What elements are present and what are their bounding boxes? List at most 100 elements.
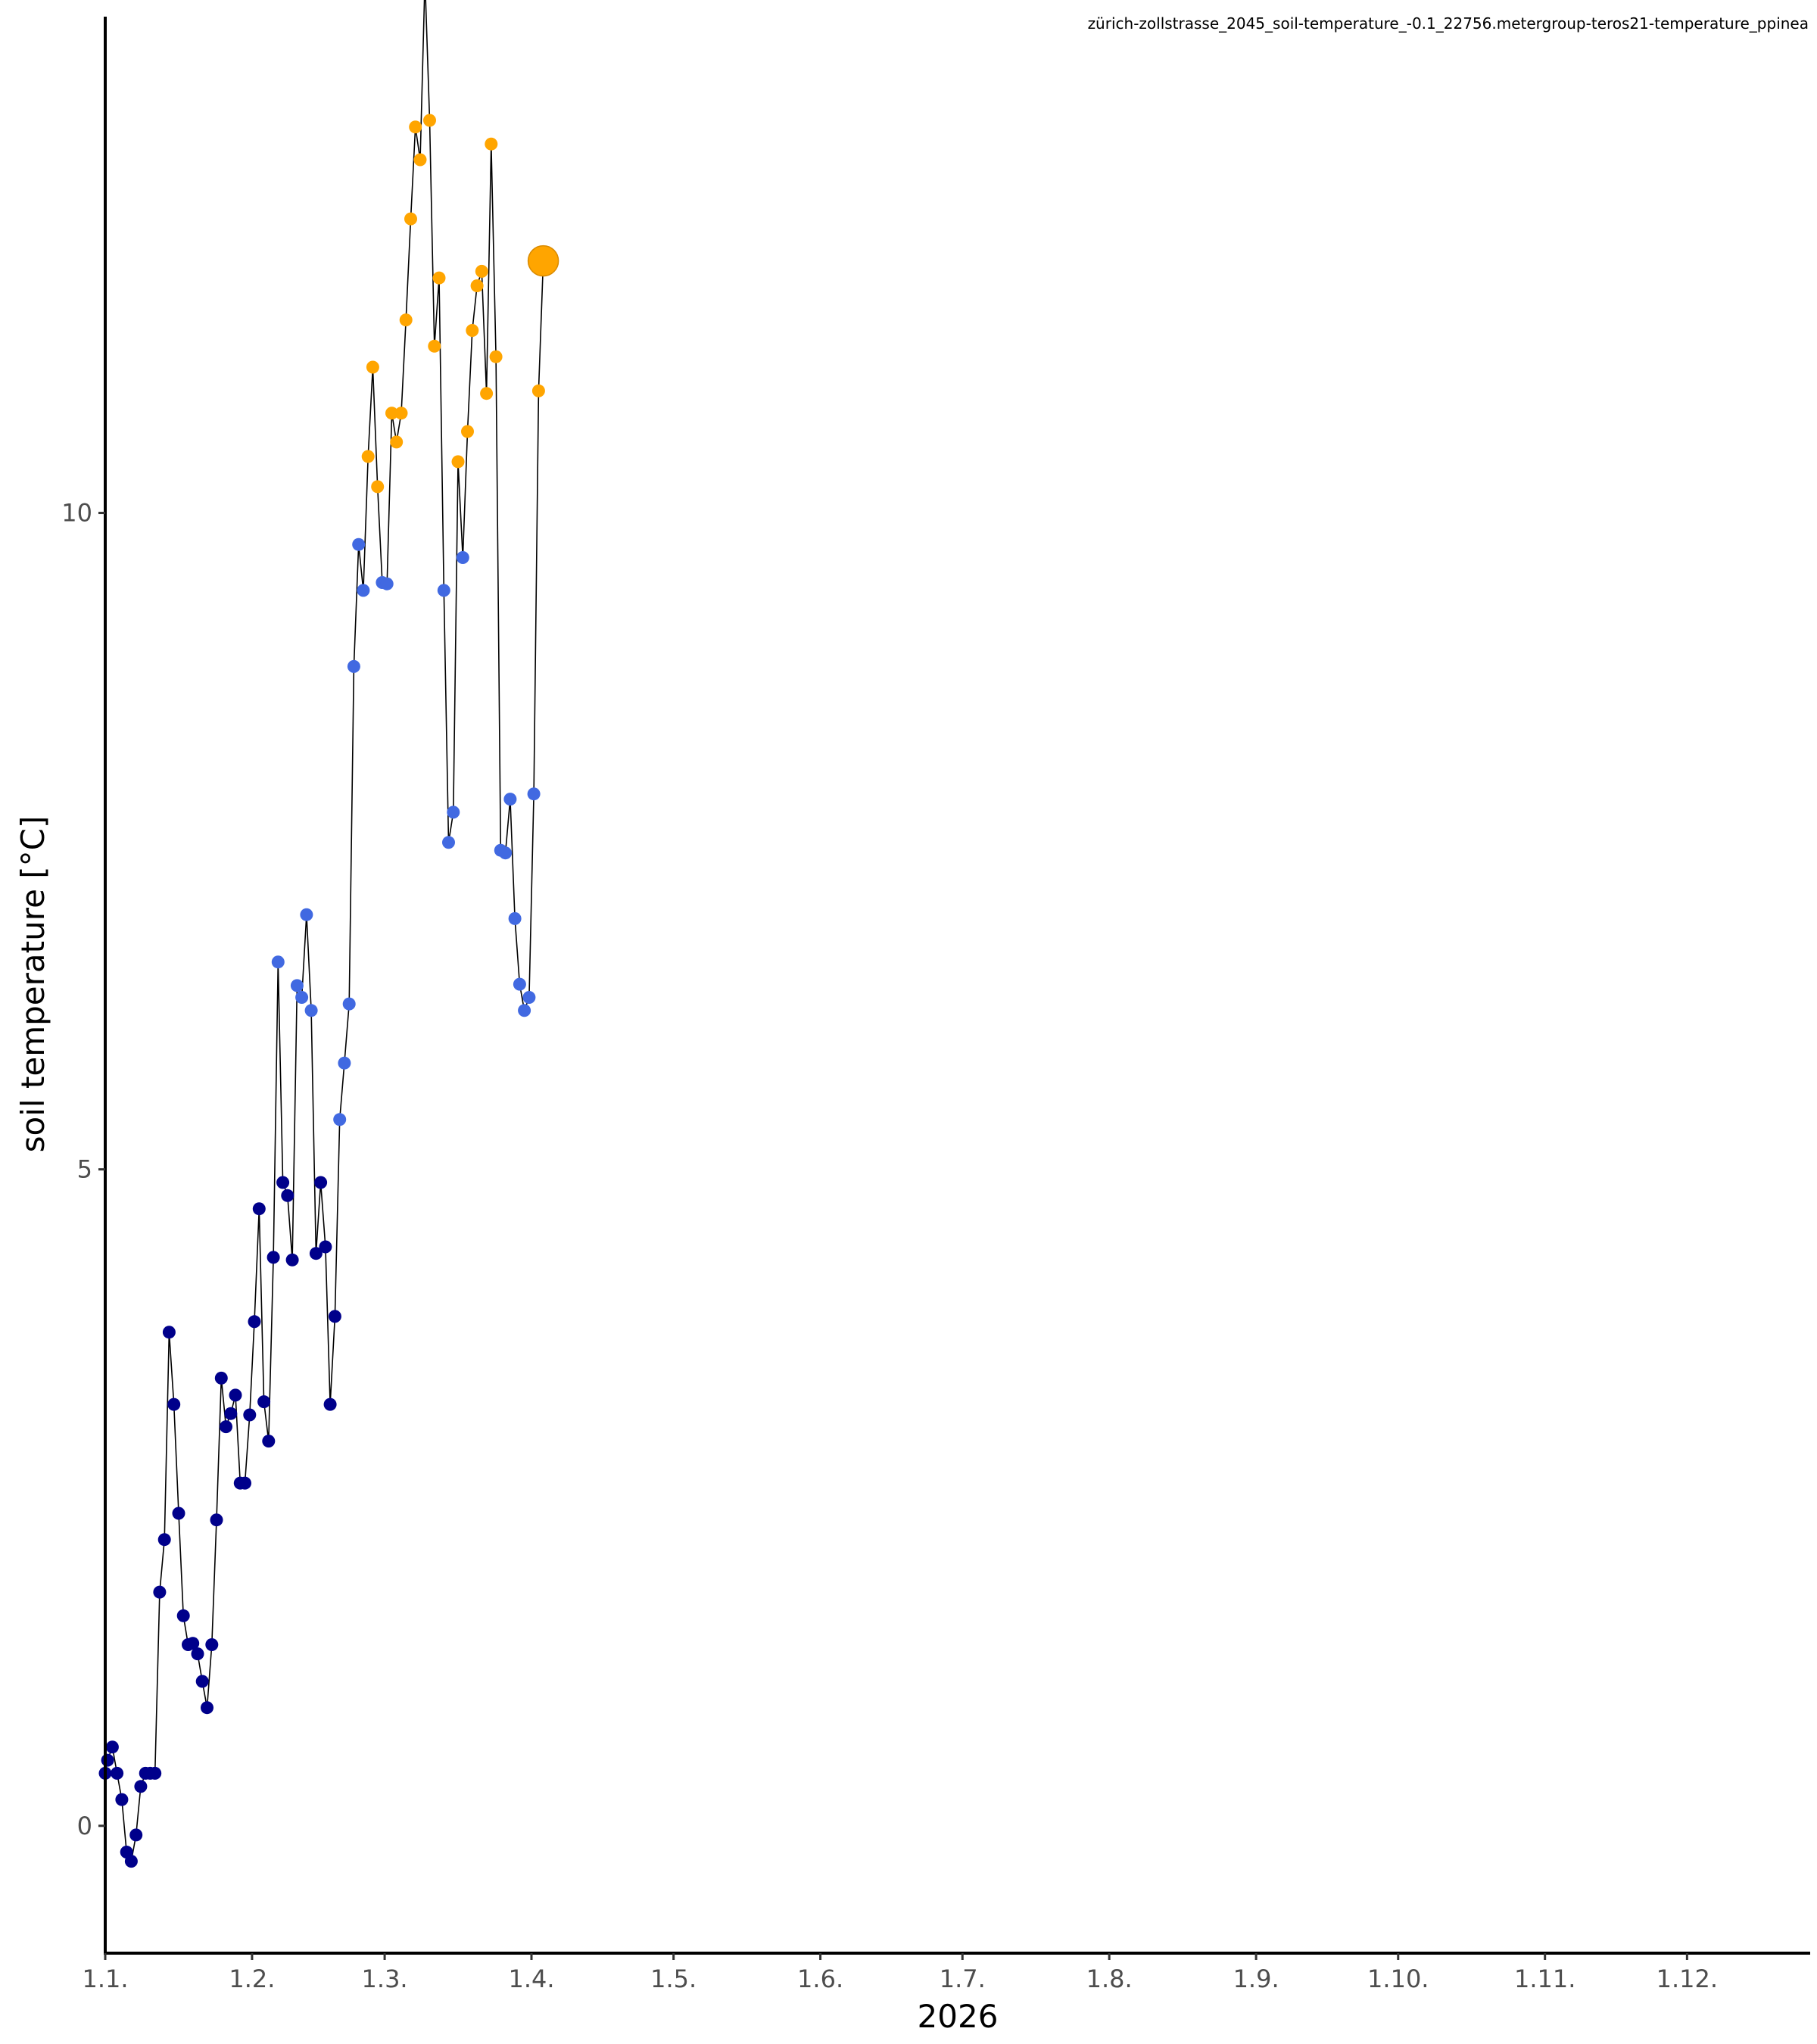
data-point: [423, 114, 436, 127]
data-point: [437, 584, 450, 597]
data-point: [214, 1371, 228, 1385]
data-point: [257, 1395, 271, 1409]
data-point: [134, 1780, 148, 1793]
data-point: [328, 1310, 341, 1323]
y-tick-label: 10: [61, 499, 92, 528]
data-point: [115, 1793, 129, 1806]
data-point: [105, 1740, 119, 1754]
data-point: [243, 1408, 257, 1422]
data-point: [101, 1753, 114, 1767]
y-axis-ticks: 0 5 10: [61, 499, 105, 1840]
x-tick-label: 1.7.: [940, 1965, 986, 1993]
data-point: [499, 846, 513, 860]
data-point: [480, 387, 494, 400]
data-point: [271, 955, 285, 969]
data-point: [380, 577, 394, 590]
data-point: [266, 1251, 280, 1264]
data-point: [461, 425, 474, 438]
data-point: [371, 480, 385, 494]
data-point: [319, 1240, 332, 1254]
data-point: [186, 1637, 200, 1650]
data-point: [390, 435, 404, 449]
data-point: [224, 1407, 238, 1420]
data-point: [361, 450, 375, 463]
data-point: [333, 1113, 347, 1126]
x-tick-label: 1.3.: [362, 1965, 408, 1993]
data-point: [342, 997, 356, 1011]
data-point: [518, 1004, 531, 1017]
y-axis-title: soil temperature [°C]: [14, 816, 51, 1153]
data-point: [385, 407, 398, 420]
x-tick-label: 1.8.: [1086, 1965, 1133, 1993]
data-point: [531, 384, 545, 397]
x-axis-title: 2026: [918, 1998, 999, 2035]
plot-area: [98, 0, 559, 1868]
latest-data-point: [527, 245, 559, 277]
data-point: [220, 1420, 232, 1434]
data-point: [432, 271, 446, 285]
data-point: [513, 977, 526, 991]
data-point: [205, 1638, 219, 1651]
data-point: [111, 1766, 124, 1780]
data-point: [428, 339, 441, 353]
data-point: [527, 787, 541, 801]
data-point: [195, 1675, 209, 1688]
data-point: [285, 1253, 299, 1267]
data-point: [442, 836, 455, 849]
data-point: [252, 1202, 266, 1216]
data-point: [309, 1247, 323, 1260]
x-tick-label: 1.12.: [1656, 1965, 1718, 1993]
data-point: [191, 1647, 204, 1661]
data-point: [201, 1701, 213, 1715]
data-point: [176, 1609, 190, 1622]
data-point: [295, 991, 309, 1004]
data-point: [409, 120, 422, 134]
data-point: [210, 1513, 223, 1527]
data-point: [229, 1388, 242, 1402]
x-tick-label: 1.6.: [797, 1965, 843, 1993]
data-point: [413, 153, 427, 167]
data-point: [447, 805, 460, 819]
data-point: [290, 979, 304, 992]
data-point: [466, 324, 479, 337]
data-point: [248, 1315, 261, 1329]
data-point: [475, 264, 488, 278]
data-point: [162, 1326, 176, 1339]
data-point: [157, 1533, 171, 1547]
x-tick-label: 1.11.: [1514, 1965, 1575, 1993]
data-point: [470, 279, 484, 292]
x-tick-label: 1.1.: [82, 1965, 128, 1993]
data-point: [508, 911, 522, 925]
data-point: [451, 455, 465, 469]
data-point: [357, 584, 370, 597]
x-tick-label: 1.9.: [1233, 1965, 1279, 1993]
data-point: [167, 1397, 181, 1411]
data-point: [489, 350, 503, 363]
temperature-series-line: [104, 0, 544, 1862]
data-point: [522, 991, 536, 1004]
data-point: [399, 313, 413, 327]
x-axis-ticks: 1.1. 1.2. 1.3. 1.4. 1.5. 1.6. 1.7. 1.8. 1.9. 1.10…: [82, 1953, 1718, 1993]
data-point: [323, 1397, 337, 1411]
y-tick-label: 5: [77, 1155, 92, 1184]
data-point: [238, 1476, 251, 1490]
data-point: [129, 1828, 143, 1842]
x-tick-label: 1.4.: [508, 1965, 554, 1993]
data-point: [503, 793, 517, 806]
x-tick-label: 1.10.: [1367, 1965, 1429, 1993]
data-point: [262, 1435, 276, 1448]
data-point: [172, 1507, 185, 1520]
data-point: [304, 1004, 318, 1017]
data-point: [347, 659, 360, 673]
x-tick-label: 1.5.: [650, 1965, 697, 1993]
data-point: [394, 407, 408, 420]
data-point: [352, 537, 366, 551]
data-point: [485, 137, 498, 151]
data-point: [276, 1176, 290, 1189]
data-point: [314, 1176, 328, 1189]
data-point: [124, 1855, 138, 1868]
data-point: [300, 908, 313, 921]
data-point: [338, 1056, 351, 1070]
data-point: [404, 212, 417, 226]
